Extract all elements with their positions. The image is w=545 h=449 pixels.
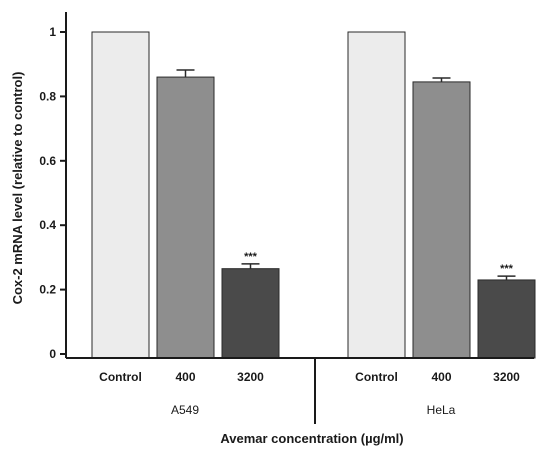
group-label: HeLa	[427, 403, 456, 417]
group-label: A549	[171, 403, 199, 417]
x-axis-title: Avemar concentration (µg/ml)	[220, 431, 403, 446]
significance-label: ***	[244, 251, 258, 263]
x-category-label: 400	[175, 370, 195, 384]
x-category-label: Control	[99, 370, 142, 384]
x-category-label: Control	[355, 370, 398, 384]
y-axis-title: Cox-2 mRNA level (relative to control)	[10, 72, 25, 305]
y-tick-label: 0.8	[39, 89, 56, 103]
x-category-label: 3200	[493, 370, 520, 384]
bar	[412, 81, 471, 359]
y-tick-label: 0	[49, 347, 56, 361]
bar	[477, 279, 536, 359]
y-tick-label: 0.2	[39, 283, 56, 297]
bars-layer: *** ***	[91, 31, 536, 359]
significance-label: ***	[500, 263, 514, 275]
x-category-label: 400	[431, 370, 451, 384]
bar	[91, 31, 150, 359]
y-tick-label: 0.6	[39, 154, 56, 168]
bar	[156, 76, 215, 359]
bar	[221, 268, 280, 359]
y-tick-label: 0.4	[39, 218, 56, 232]
x-axis: Control 400 3200 A549 Control 400 3200 HeLa	[66, 357, 534, 424]
x-category-label: 3200	[237, 370, 264, 384]
y-tick-label: 1	[49, 25, 56, 39]
bar	[347, 31, 406, 359]
y-axis: 0 0.2 0.4 0.6 0.8 1	[39, 12, 67, 361]
